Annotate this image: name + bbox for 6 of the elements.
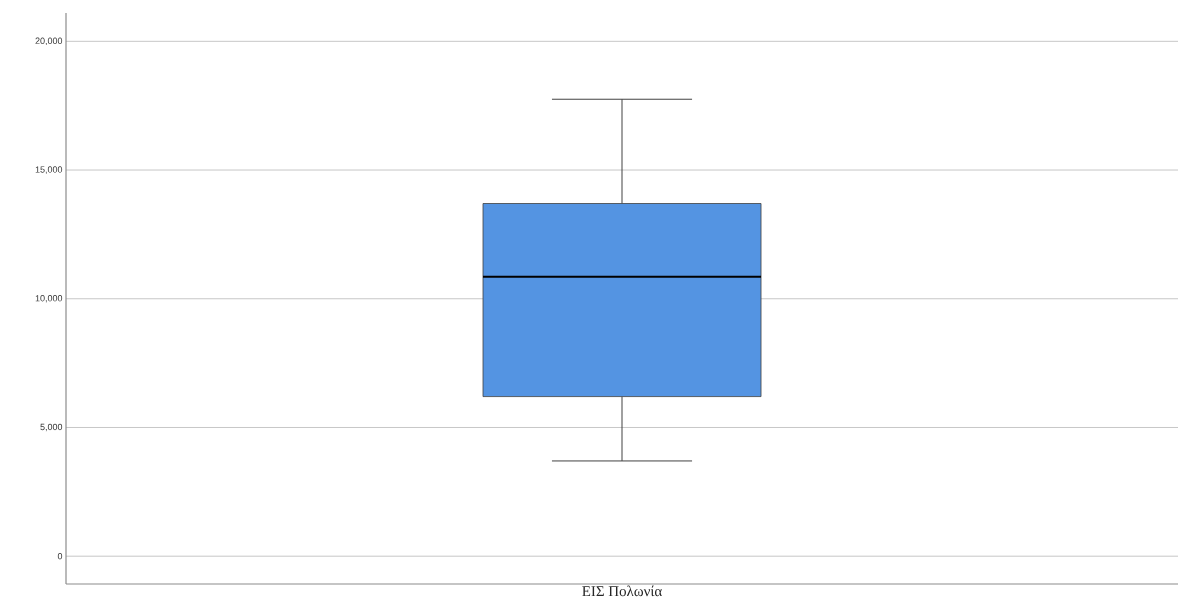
- y-tick-label: 20,000: [35, 37, 63, 46]
- y-tick-label: 15,000: [35, 166, 63, 174]
- x-tick-label: ΕΙΣ Πολωνία: [582, 585, 662, 597]
- y-tick-label: 0: [57, 553, 63, 560]
- y-tick-label: 5,000: [40, 423, 63, 432]
- y-tick-label: 10,000: [35, 295, 63, 303]
